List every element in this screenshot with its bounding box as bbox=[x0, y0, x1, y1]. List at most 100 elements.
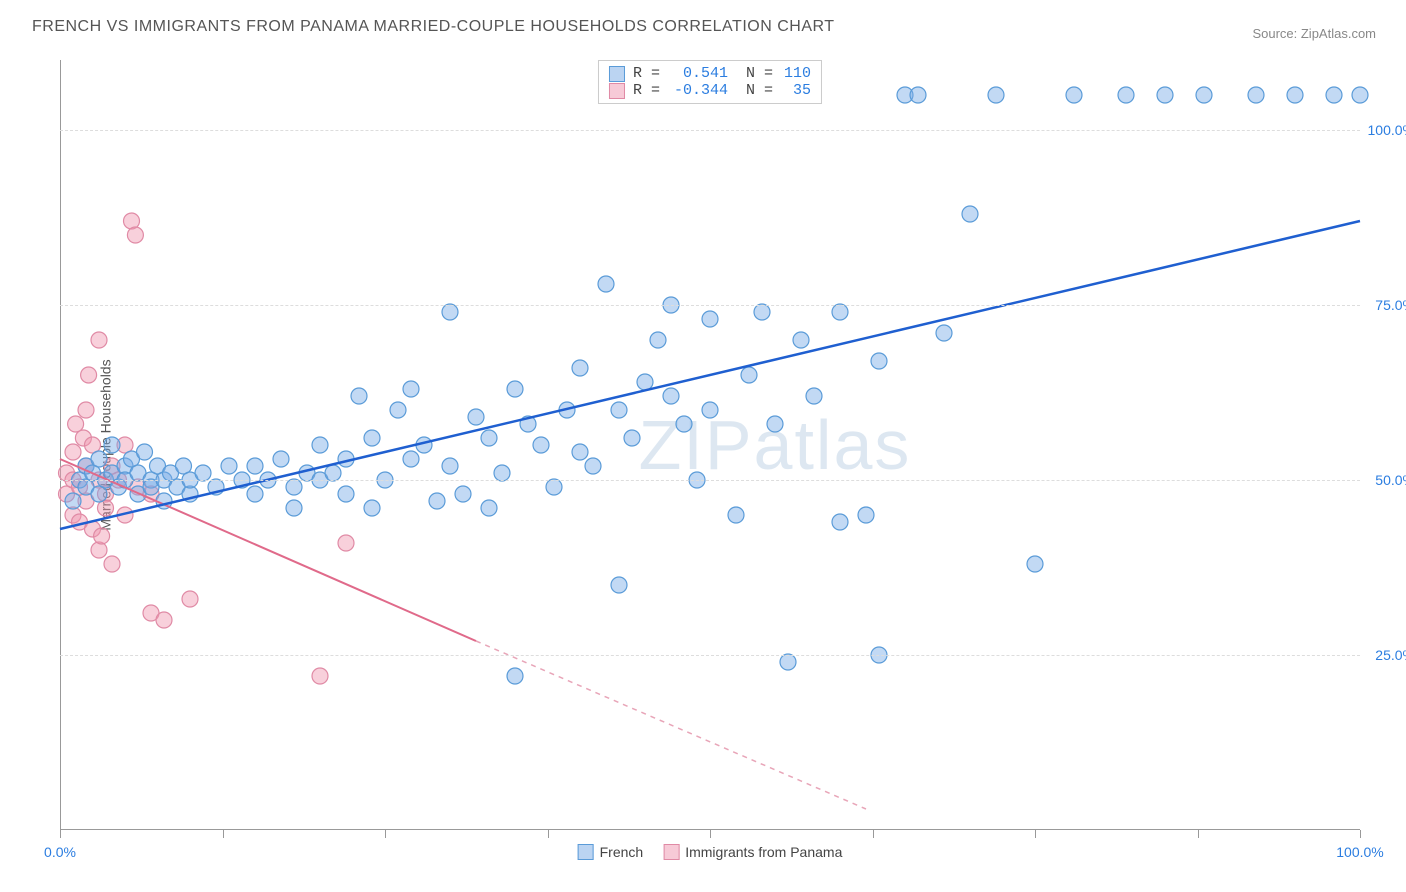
data-point bbox=[286, 500, 302, 516]
data-point bbox=[507, 381, 523, 397]
x-tick bbox=[1360, 830, 1361, 838]
gridline bbox=[60, 480, 1360, 481]
x-tick bbox=[385, 830, 386, 838]
legend-swatch bbox=[609, 66, 625, 82]
gridline bbox=[60, 130, 1360, 131]
data-point bbox=[221, 458, 237, 474]
data-point bbox=[1027, 556, 1043, 572]
data-point bbox=[442, 458, 458, 474]
legend-swatch bbox=[663, 844, 679, 860]
data-point bbox=[364, 500, 380, 516]
trend-line bbox=[60, 221, 1360, 529]
data-point bbox=[247, 458, 263, 474]
data-point bbox=[127, 227, 143, 243]
data-point bbox=[273, 451, 289, 467]
x-tick bbox=[873, 830, 874, 838]
data-point bbox=[247, 486, 263, 502]
chart-area: Married-couple Households ZIPatlas R = 0… bbox=[60, 60, 1360, 830]
x-tick bbox=[1198, 830, 1199, 838]
r-label: R = bbox=[633, 65, 660, 82]
data-point bbox=[91, 332, 107, 348]
legend-swatch bbox=[609, 83, 625, 99]
data-point bbox=[1287, 87, 1303, 103]
data-point bbox=[910, 87, 926, 103]
data-point bbox=[780, 654, 796, 670]
data-point bbox=[286, 479, 302, 495]
data-point bbox=[338, 486, 354, 502]
x-tick bbox=[548, 830, 549, 838]
legend-series-item: French bbox=[578, 844, 644, 860]
data-point bbox=[65, 444, 81, 460]
r-label: R = bbox=[633, 82, 660, 99]
x-tick bbox=[710, 830, 711, 838]
data-point bbox=[676, 416, 692, 432]
data-point bbox=[104, 556, 120, 572]
legend-series-label: French bbox=[600, 844, 644, 860]
data-point bbox=[533, 437, 549, 453]
gridline bbox=[60, 655, 1360, 656]
legend-stats: R = 0.541N = 110R = -0.344N = 35 bbox=[598, 60, 822, 104]
data-point bbox=[429, 493, 445, 509]
data-point bbox=[728, 507, 744, 523]
data-point bbox=[68, 416, 84, 432]
data-point bbox=[611, 577, 627, 593]
data-point bbox=[1248, 87, 1264, 103]
data-point bbox=[702, 402, 718, 418]
data-point bbox=[871, 353, 887, 369]
data-point bbox=[325, 465, 341, 481]
data-point bbox=[702, 311, 718, 327]
data-point bbox=[78, 402, 94, 418]
scatter-plot bbox=[60, 60, 1360, 830]
x-tick bbox=[223, 830, 224, 838]
data-point bbox=[1352, 87, 1368, 103]
data-point bbox=[481, 500, 497, 516]
source-label: Source: ZipAtlas.com bbox=[1252, 26, 1376, 41]
data-point bbox=[338, 535, 354, 551]
legend-stat-row: R = -0.344N = 35 bbox=[609, 82, 811, 99]
data-point bbox=[572, 360, 588, 376]
data-point bbox=[104, 437, 120, 453]
data-point bbox=[598, 276, 614, 292]
legend-series-item: Immigrants from Panama bbox=[663, 844, 842, 860]
n-label: N = bbox=[746, 82, 773, 99]
data-point bbox=[494, 465, 510, 481]
data-point bbox=[663, 388, 679, 404]
data-point bbox=[182, 591, 198, 607]
y-tick-label: 100.0% bbox=[1368, 122, 1406, 138]
data-point bbox=[94, 528, 110, 544]
data-point bbox=[962, 206, 978, 222]
data-point bbox=[832, 304, 848, 320]
legend-series-label: Immigrants from Panama bbox=[685, 844, 842, 860]
data-point bbox=[832, 514, 848, 530]
r-value: 0.541 bbox=[668, 65, 728, 82]
data-point bbox=[637, 374, 653, 390]
n-value: 110 bbox=[781, 65, 811, 82]
data-point bbox=[364, 430, 380, 446]
data-point bbox=[312, 668, 328, 684]
data-point bbox=[137, 444, 153, 460]
legend-series: French Immigrants from Panama bbox=[578, 844, 843, 860]
data-point bbox=[754, 304, 770, 320]
data-point bbox=[988, 87, 1004, 103]
data-point bbox=[624, 430, 640, 446]
data-point bbox=[858, 507, 874, 523]
data-point bbox=[455, 486, 471, 502]
data-point bbox=[403, 381, 419, 397]
data-point bbox=[572, 444, 588, 460]
legend-swatch bbox=[578, 844, 594, 860]
data-point bbox=[442, 304, 458, 320]
data-point bbox=[507, 668, 523, 684]
trend-line bbox=[476, 641, 866, 809]
data-point bbox=[390, 402, 406, 418]
data-point bbox=[1157, 87, 1173, 103]
y-tick-label: 75.0% bbox=[1375, 297, 1406, 313]
y-tick-label: 25.0% bbox=[1375, 647, 1406, 663]
data-point bbox=[65, 493, 81, 509]
r-value: -0.344 bbox=[668, 82, 728, 99]
data-point bbox=[403, 451, 419, 467]
data-point bbox=[312, 437, 328, 453]
data-point bbox=[611, 402, 627, 418]
x-tick bbox=[1035, 830, 1036, 838]
data-point bbox=[793, 332, 809, 348]
data-point bbox=[1118, 87, 1134, 103]
